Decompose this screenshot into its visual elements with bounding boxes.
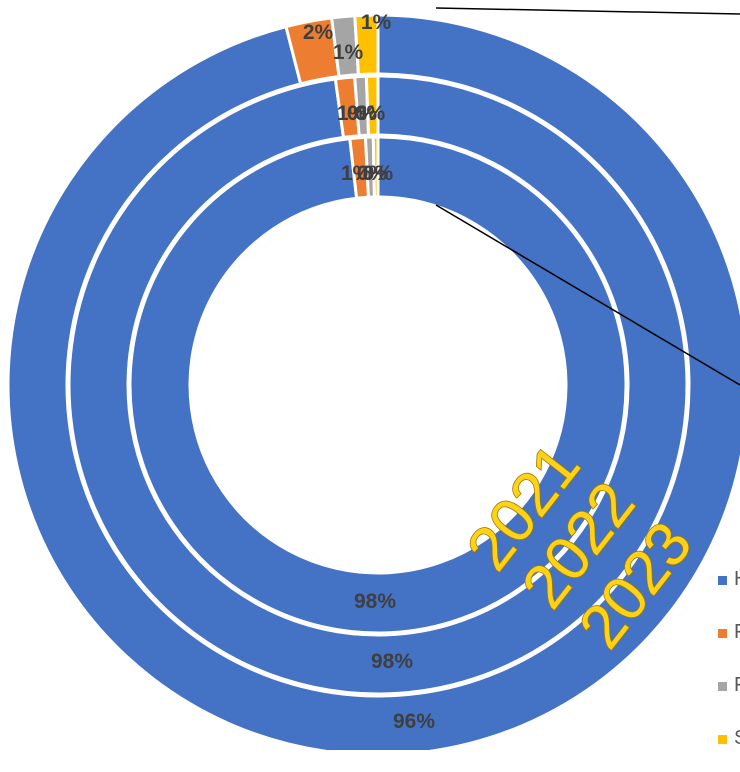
legend-swatch-3	[718, 682, 727, 691]
data-label-2022-3: 0%	[347, 102, 378, 125]
data-label-2023-4: 1%	[361, 11, 392, 34]
data-label-2022-4: 0%	[355, 102, 386, 125]
legend-label-4: S	[734, 727, 740, 750]
data-label-2023-1: 96%	[393, 710, 435, 733]
legend-label-1: H	[734, 568, 740, 591]
slice-2021-1	[128, 135, 628, 635]
slice-2022-1	[67, 74, 689, 696]
data-label-2023-3: 1%	[333, 41, 364, 64]
legend-swatch-2	[718, 629, 727, 638]
legend-label-3: F	[734, 674, 740, 697]
leader-line-top	[435, 7, 740, 15]
slice-2021-4	[371, 135, 380, 199]
slice-2023-4	[353, 13, 380, 77]
slice-2022-4	[364, 74, 380, 137]
data-label-2022-1: 98%	[371, 650, 413, 673]
leader-line-middle	[435, 204, 740, 386]
data-label-2022-2: 1%	[337, 102, 368, 125]
data-label-2023-2: 2%	[303, 21, 334, 44]
legend-label-2: F	[734, 621, 740, 644]
legend-swatch-1	[718, 576, 727, 585]
data-label-2021-3: 0%	[357, 162, 388, 185]
data-label-2021-1: 98%	[354, 590, 396, 613]
legend-swatch-4	[718, 735, 727, 744]
data-label-2021-2: 1%	[341, 162, 372, 185]
slice-2023-1	[6, 13, 740, 750]
data-label-2021-4: 0%	[363, 162, 394, 185]
